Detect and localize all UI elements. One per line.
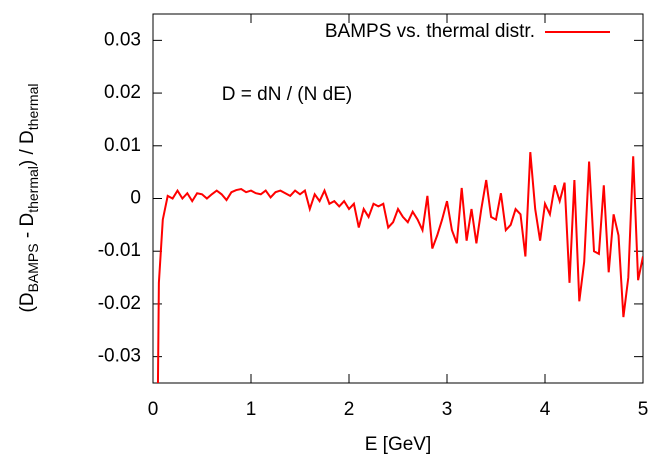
x-tick-label: 5 <box>638 399 649 420</box>
y-tick-label: 0 <box>130 188 141 209</box>
data-line <box>156 152 643 383</box>
y-tick-label: 0.03 <box>104 29 141 50</box>
x-tick-label: 3 <box>442 399 453 420</box>
x-tick-label: 4 <box>540 399 551 420</box>
y-tick-label: -0.01 <box>98 240 141 261</box>
y-tick-label: 0.02 <box>104 82 141 103</box>
y-axis-label: (DBAMPS - Dthermal) / Dthermal <box>17 84 41 313</box>
legend-label: BAMPS vs. thermal distr. <box>325 21 535 42</box>
x-axis-label: E [GeV] <box>365 434 432 455</box>
y-axis-label-part: ) / D <box>17 130 38 166</box>
y-axis-label-part: thermal <box>25 84 41 131</box>
y-axis-label-part: (D <box>17 292 38 312</box>
y-tick-label: -0.03 <box>98 346 141 367</box>
y-axis-label-part: thermal <box>25 166 41 213</box>
y-tick-label: 0.01 <box>104 135 141 156</box>
x-tick-label: 1 <box>246 399 257 420</box>
y-axis-label-part: BAMPS <box>25 243 41 292</box>
x-tick-label: 0 <box>148 399 159 420</box>
y-axis-label-part: - D <box>17 213 38 244</box>
annotation: D = dN / (N dE) <box>222 84 352 105</box>
y-tick-label: -0.02 <box>98 293 141 314</box>
x-tick-label: 2 <box>344 399 355 420</box>
